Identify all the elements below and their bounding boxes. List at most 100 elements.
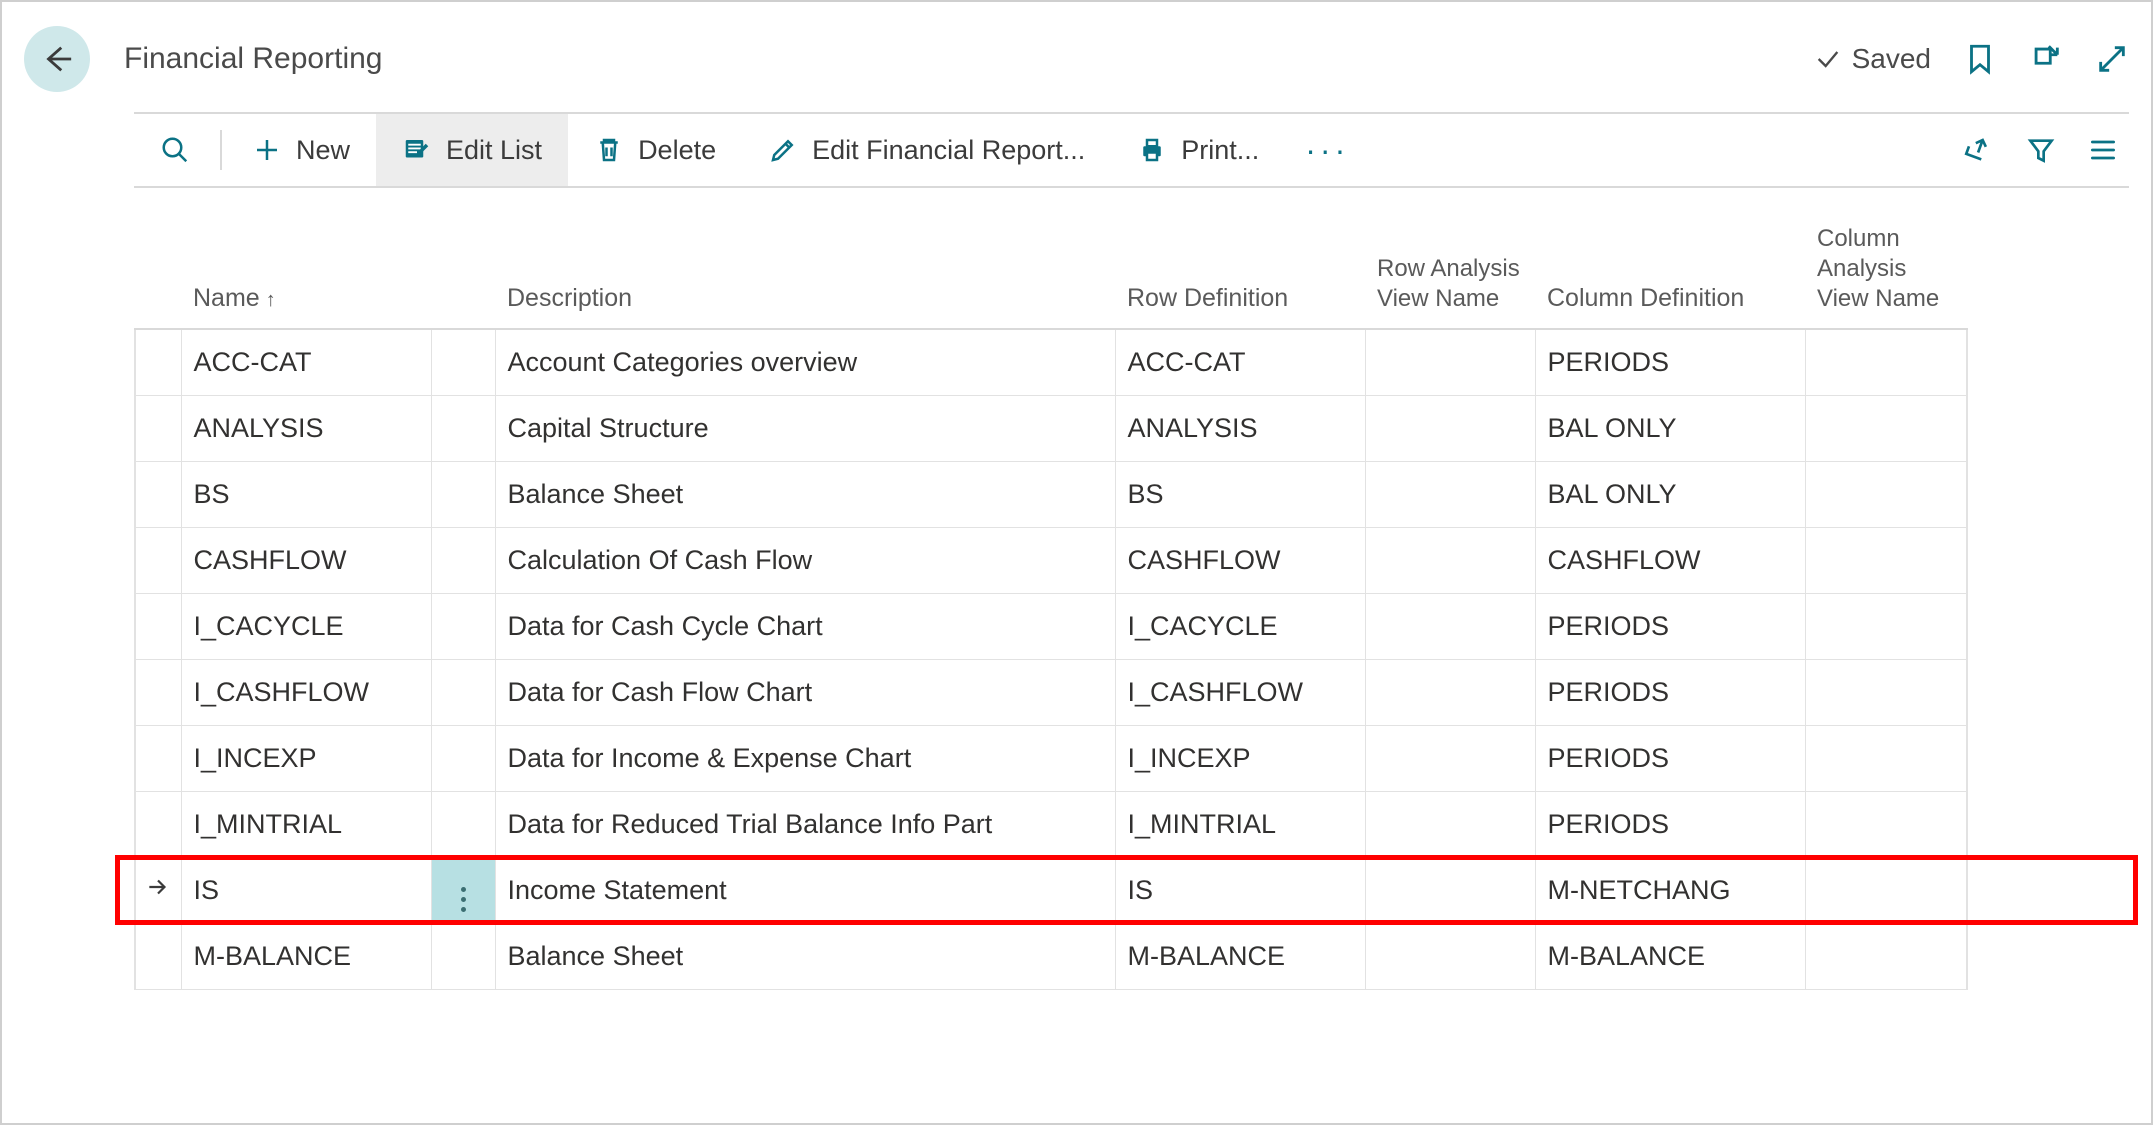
table-row[interactable]: ACC-CATAccount Categories overviewACC-CA…: [135, 329, 2128, 395]
cell-column-analysis[interactable]: [1805, 527, 1967, 593]
cell-column-analysis[interactable]: [1805, 461, 1967, 527]
row-menu-button[interactable]: [431, 725, 495, 791]
cell-row-analysis[interactable]: [1365, 857, 1535, 923]
cell-row-definition[interactable]: IS: [1115, 857, 1365, 923]
more-actions-button[interactable]: ···: [1285, 132, 1369, 169]
cell-column-definition[interactable]: M-NETCHANG: [1535, 857, 1805, 923]
cell-row-analysis[interactable]: [1365, 725, 1535, 791]
cell-column-definition[interactable]: PERIODS: [1535, 593, 1805, 659]
cell-column-analysis[interactable]: [1805, 857, 1967, 923]
back-button[interactable]: [24, 26, 90, 92]
table-row[interactable]: I_CACYCLEData for Cash Cycle ChartI_CACY…: [135, 593, 2128, 659]
col-column-analysis[interactable]: Column Analysis View Name: [1805, 216, 1967, 329]
cell-row-definition[interactable]: ANALYSIS: [1115, 395, 1365, 461]
popout-icon[interactable]: [2029, 42, 2063, 76]
row-menu-button[interactable]: [431, 791, 495, 857]
cell-column-definition[interactable]: M-BALANCE: [1535, 923, 1805, 989]
table-row[interactable]: I_INCEXPData for Income & Expense ChartI…: [135, 725, 2128, 791]
row-selector[interactable]: [135, 659, 181, 725]
cell-row-analysis[interactable]: [1365, 923, 1535, 989]
table-row[interactable]: I_CASHFLOWData for Cash Flow ChartI_CASH…: [135, 659, 2128, 725]
cell-row-definition[interactable]: BS: [1115, 461, 1365, 527]
share-icon[interactable]: [1963, 134, 1995, 166]
new-button[interactable]: New: [226, 114, 376, 186]
row-selector[interactable]: [135, 527, 181, 593]
table-row[interactable]: CASHFLOWCalculation Of Cash FlowCASHFLOW…: [135, 527, 2128, 593]
cell-row-definition[interactable]: I_CASHFLOW: [1115, 659, 1365, 725]
cell-description[interactable]: Data for Income & Expense Chart: [495, 725, 1115, 791]
col-row-definition[interactable]: Row Definition: [1115, 216, 1365, 329]
cell-description[interactable]: Account Categories overview: [495, 329, 1115, 395]
row-menu-button[interactable]: [431, 461, 495, 527]
print-button[interactable]: Print...: [1111, 114, 1285, 186]
cell-row-definition[interactable]: CASHFLOW: [1115, 527, 1365, 593]
cell-row-analysis[interactable]: [1365, 527, 1535, 593]
cell-name[interactable]: I_CACYCLE: [181, 593, 431, 659]
delete-button[interactable]: Delete: [568, 114, 742, 186]
cell-name[interactable]: ANALYSIS: [181, 395, 431, 461]
cell-name[interactable]: ACC-CAT: [181, 329, 431, 395]
cell-column-analysis[interactable]: [1805, 725, 1967, 791]
cell-row-analysis[interactable]: [1365, 593, 1535, 659]
cell-column-definition[interactable]: PERIODS: [1535, 329, 1805, 395]
cell-column-analysis[interactable]: [1805, 395, 1967, 461]
row-selector[interactable]: [135, 461, 181, 527]
col-description[interactable]: Description: [495, 216, 1115, 329]
cell-row-definition[interactable]: ACC-CAT: [1115, 329, 1365, 395]
filter-icon[interactable]: [2025, 134, 2057, 166]
cell-name[interactable]: IS: [181, 857, 431, 923]
cell-row-definition[interactable]: I_MINTRIAL: [1115, 791, 1365, 857]
table-row[interactable]: I_MINTRIALData for Reduced Trial Balance…: [135, 791, 2128, 857]
cell-column-analysis[interactable]: [1805, 923, 1967, 989]
row-selector[interactable]: [135, 593, 181, 659]
cell-name[interactable]: M-BALANCE: [181, 923, 431, 989]
row-menu-button[interactable]: [431, 593, 495, 659]
cell-description[interactable]: Income Statement: [495, 857, 1115, 923]
cell-row-analysis[interactable]: [1365, 791, 1535, 857]
row-menu-button[interactable]: [431, 923, 495, 989]
cell-description[interactable]: Data for Cash Cycle Chart: [495, 593, 1115, 659]
col-column-definition[interactable]: Column Definition: [1535, 216, 1805, 329]
cell-description[interactable]: Data for Reduced Trial Balance Info Part: [495, 791, 1115, 857]
list-view-icon[interactable]: [2087, 134, 2119, 166]
table-row[interactable]: BSBalance SheetBSBAL ONLY: [135, 461, 2128, 527]
cell-row-analysis[interactable]: [1365, 461, 1535, 527]
row-selector[interactable]: [135, 791, 181, 857]
bookmark-icon[interactable]: [1963, 42, 1997, 76]
cell-row-analysis[interactable]: [1365, 395, 1535, 461]
cell-column-definition[interactable]: PERIODS: [1535, 659, 1805, 725]
cell-name[interactable]: I_INCEXP: [181, 725, 431, 791]
row-menu-button[interactable]: [431, 659, 495, 725]
row-menu-button[interactable]: [431, 857, 495, 923]
table-row[interactable]: M-BALANCEBalance SheetM-BALANCEM-BALANCE: [135, 923, 2128, 989]
cell-row-definition[interactable]: I_INCEXP: [1115, 725, 1365, 791]
row-selector[interactable]: [135, 725, 181, 791]
cell-description[interactable]: Balance Sheet: [495, 461, 1115, 527]
cell-row-analysis[interactable]: [1365, 659, 1535, 725]
col-row-analysis[interactable]: Row Analysis View Name: [1365, 216, 1535, 329]
cell-column-definition[interactable]: PERIODS: [1535, 725, 1805, 791]
cell-column-definition[interactable]: CASHFLOW: [1535, 527, 1805, 593]
row-selector[interactable]: [135, 329, 181, 395]
cell-column-analysis[interactable]: [1805, 329, 1967, 395]
cell-column-analysis[interactable]: [1805, 791, 1967, 857]
cell-name[interactable]: I_MINTRIAL: [181, 791, 431, 857]
cell-column-definition[interactable]: PERIODS: [1535, 791, 1805, 857]
row-selector[interactable]: [135, 923, 181, 989]
cell-description[interactable]: Data for Cash Flow Chart: [495, 659, 1115, 725]
cell-row-definition[interactable]: M-BALANCE: [1115, 923, 1365, 989]
cell-name[interactable]: I_CASHFLOW: [181, 659, 431, 725]
edit-report-button[interactable]: Edit Financial Report...: [742, 114, 1111, 186]
cell-column-analysis[interactable]: [1805, 659, 1967, 725]
cell-description[interactable]: Calculation Of Cash Flow: [495, 527, 1115, 593]
cell-row-definition[interactable]: I_CACYCLE: [1115, 593, 1365, 659]
row-selector[interactable]: [135, 395, 181, 461]
row-selector[interactable]: [135, 857, 181, 923]
row-menu-button[interactable]: [431, 395, 495, 461]
cell-column-definition[interactable]: BAL ONLY: [1535, 395, 1805, 461]
cell-name[interactable]: BS: [181, 461, 431, 527]
cell-row-analysis[interactable]: [1365, 329, 1535, 395]
search-button[interactable]: [134, 114, 216, 186]
cell-description[interactable]: Capital Structure: [495, 395, 1115, 461]
row-menu-button[interactable]: [431, 329, 495, 395]
